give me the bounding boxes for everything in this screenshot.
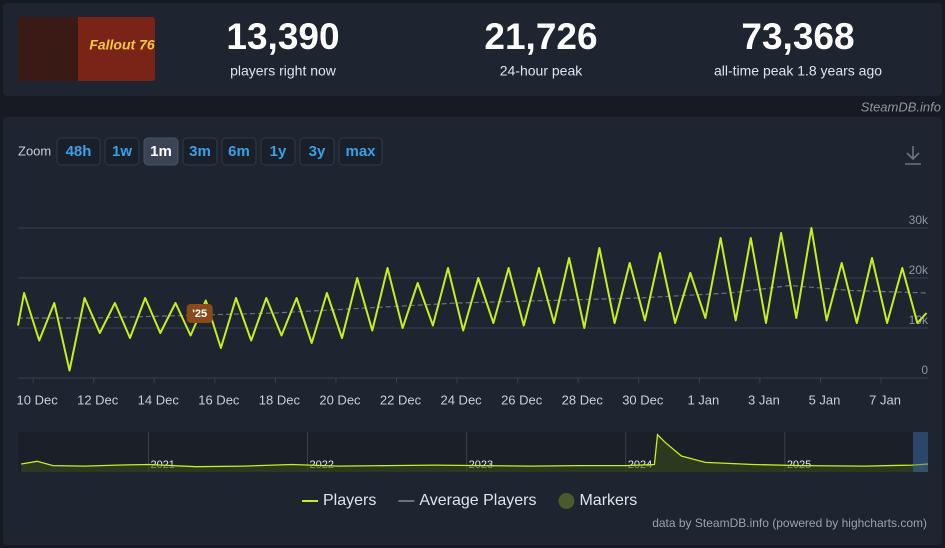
average-line [18,284,927,319]
marker-label: '25 [192,308,207,320]
x-tick-label: 1 Jan [687,392,719,407]
x-tick-label: 12 Dec [77,392,119,407]
y-tick-label: 30k [909,213,929,227]
x-tick-label: 18 Dec [259,392,301,407]
players-line [17,227,928,372]
x-tick-label: 14 Dec [138,392,180,407]
y-tick-label: 0 [921,363,928,377]
game-logo: Fallout 76 [89,37,155,53]
game-image-figure [18,17,78,81]
zoom-button-label[interactable]: 1y [270,143,287,160]
x-tick-label: 20 Dec [319,392,361,407]
zoom-buttons: 48h 1w 1m 3m 6m 1y 3y max [56,137,383,166]
navigator-window[interactable] [913,432,928,472]
legend-label[interactable]: Players [323,492,376,509]
zoom-button[interactable] [221,137,257,166]
x-tick-label: 3 Jan [748,392,780,407]
zoom-button[interactable] [182,137,218,166]
stats-panel [3,3,942,96]
x-tick-label: 22 Dec [380,392,422,407]
stat-value: 21,726 [484,16,597,57]
navigator-line [21,433,929,468]
zoom-button[interactable] [299,137,335,166]
zoom-button[interactable] [104,137,140,166]
download-icon[interactable] [905,146,921,165]
legend-label[interactable]: Average Players [419,492,536,509]
zoom-button[interactable] [56,137,101,166]
zoom-button[interactable] [143,137,179,166]
zoom-button-label[interactable]: 48h [66,143,92,160]
x-tick-label: 24 Dec [440,392,482,407]
credits: data by SteamDB.info (powered by highcha… [652,516,927,530]
stat-label: players right now [230,63,337,79]
zoom-button-label[interactable]: 1m [150,143,172,160]
stat-label: all-time peak 1.8 years ago [714,63,882,79]
zoom-label: Zoom [18,143,51,158]
zoom-button-label[interactable]: 6m [228,143,250,160]
x-tick-label: 28 Dec [562,392,604,407]
zoom-button-label[interactable]: max [345,143,376,160]
zoom-button-label[interactable]: 3y [309,143,326,160]
zoom-button[interactable] [260,137,296,166]
x-tick-label: 10 Dec [17,392,59,407]
navigator-area [21,434,928,472]
x-tick-label: 5 Jan [809,392,841,407]
legend-label[interactable]: Markers [579,492,637,509]
stat-label: 24-hour peak [500,63,584,79]
stat-value: 13,390 [226,16,339,57]
zoom-button-label[interactable]: 1w [112,143,132,160]
zoom-button-label[interactable]: 3m [189,143,211,160]
legend-marker [558,493,575,509]
stat-value: 73,368 [741,16,854,57]
x-tick-label: 7 Jan [869,392,901,407]
x-tick-label: 16 Dec [198,392,240,407]
y-tick-label: 20k [909,263,929,277]
x-tick-label: 26 Dec [501,392,543,407]
x-tick-label: 30 Dec [622,392,664,407]
brand: SteamDB.info [861,99,941,114]
marker [186,304,213,323]
zoom-button[interactable] [338,137,383,166]
chart-panel [3,117,942,545]
